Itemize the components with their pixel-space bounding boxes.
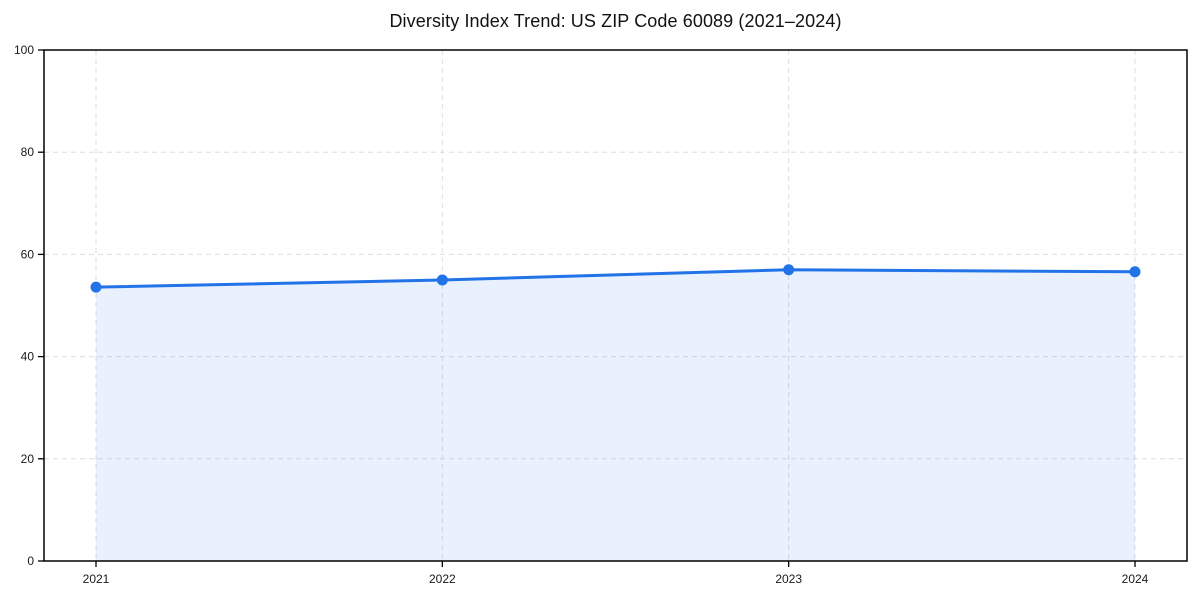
trend-line — [94, 268, 1137, 289]
x-tick-label-2022: 2022 — [429, 572, 456, 586]
y-tick-label-100: 100 — [14, 43, 34, 57]
data-point-2023 — [783, 264, 795, 276]
x-tick-label-2024: 2024 — [1122, 572, 1149, 586]
chart-title: Diversity Index Trend: US ZIP Code 60089… — [389, 11, 842, 31]
y-tick-label-80: 80 — [21, 145, 35, 159]
y-tick-label-60: 60 — [21, 247, 35, 261]
x-tick-label-2023: 2023 — [775, 572, 802, 586]
data-point-2022 — [436, 274, 448, 286]
plot-border — [43, 49, 1188, 562]
area-fill — [96, 269, 1135, 561]
y-tick-label-20: 20 — [21, 452, 35, 466]
data-point-2024 — [1129, 266, 1141, 278]
y-tick-label-40: 40 — [21, 350, 35, 364]
data-point-2021 — [90, 281, 102, 293]
x-tick-label-2021: 2021 — [83, 572, 110, 586]
y-tick-label-0: 0 — [27, 554, 34, 568]
